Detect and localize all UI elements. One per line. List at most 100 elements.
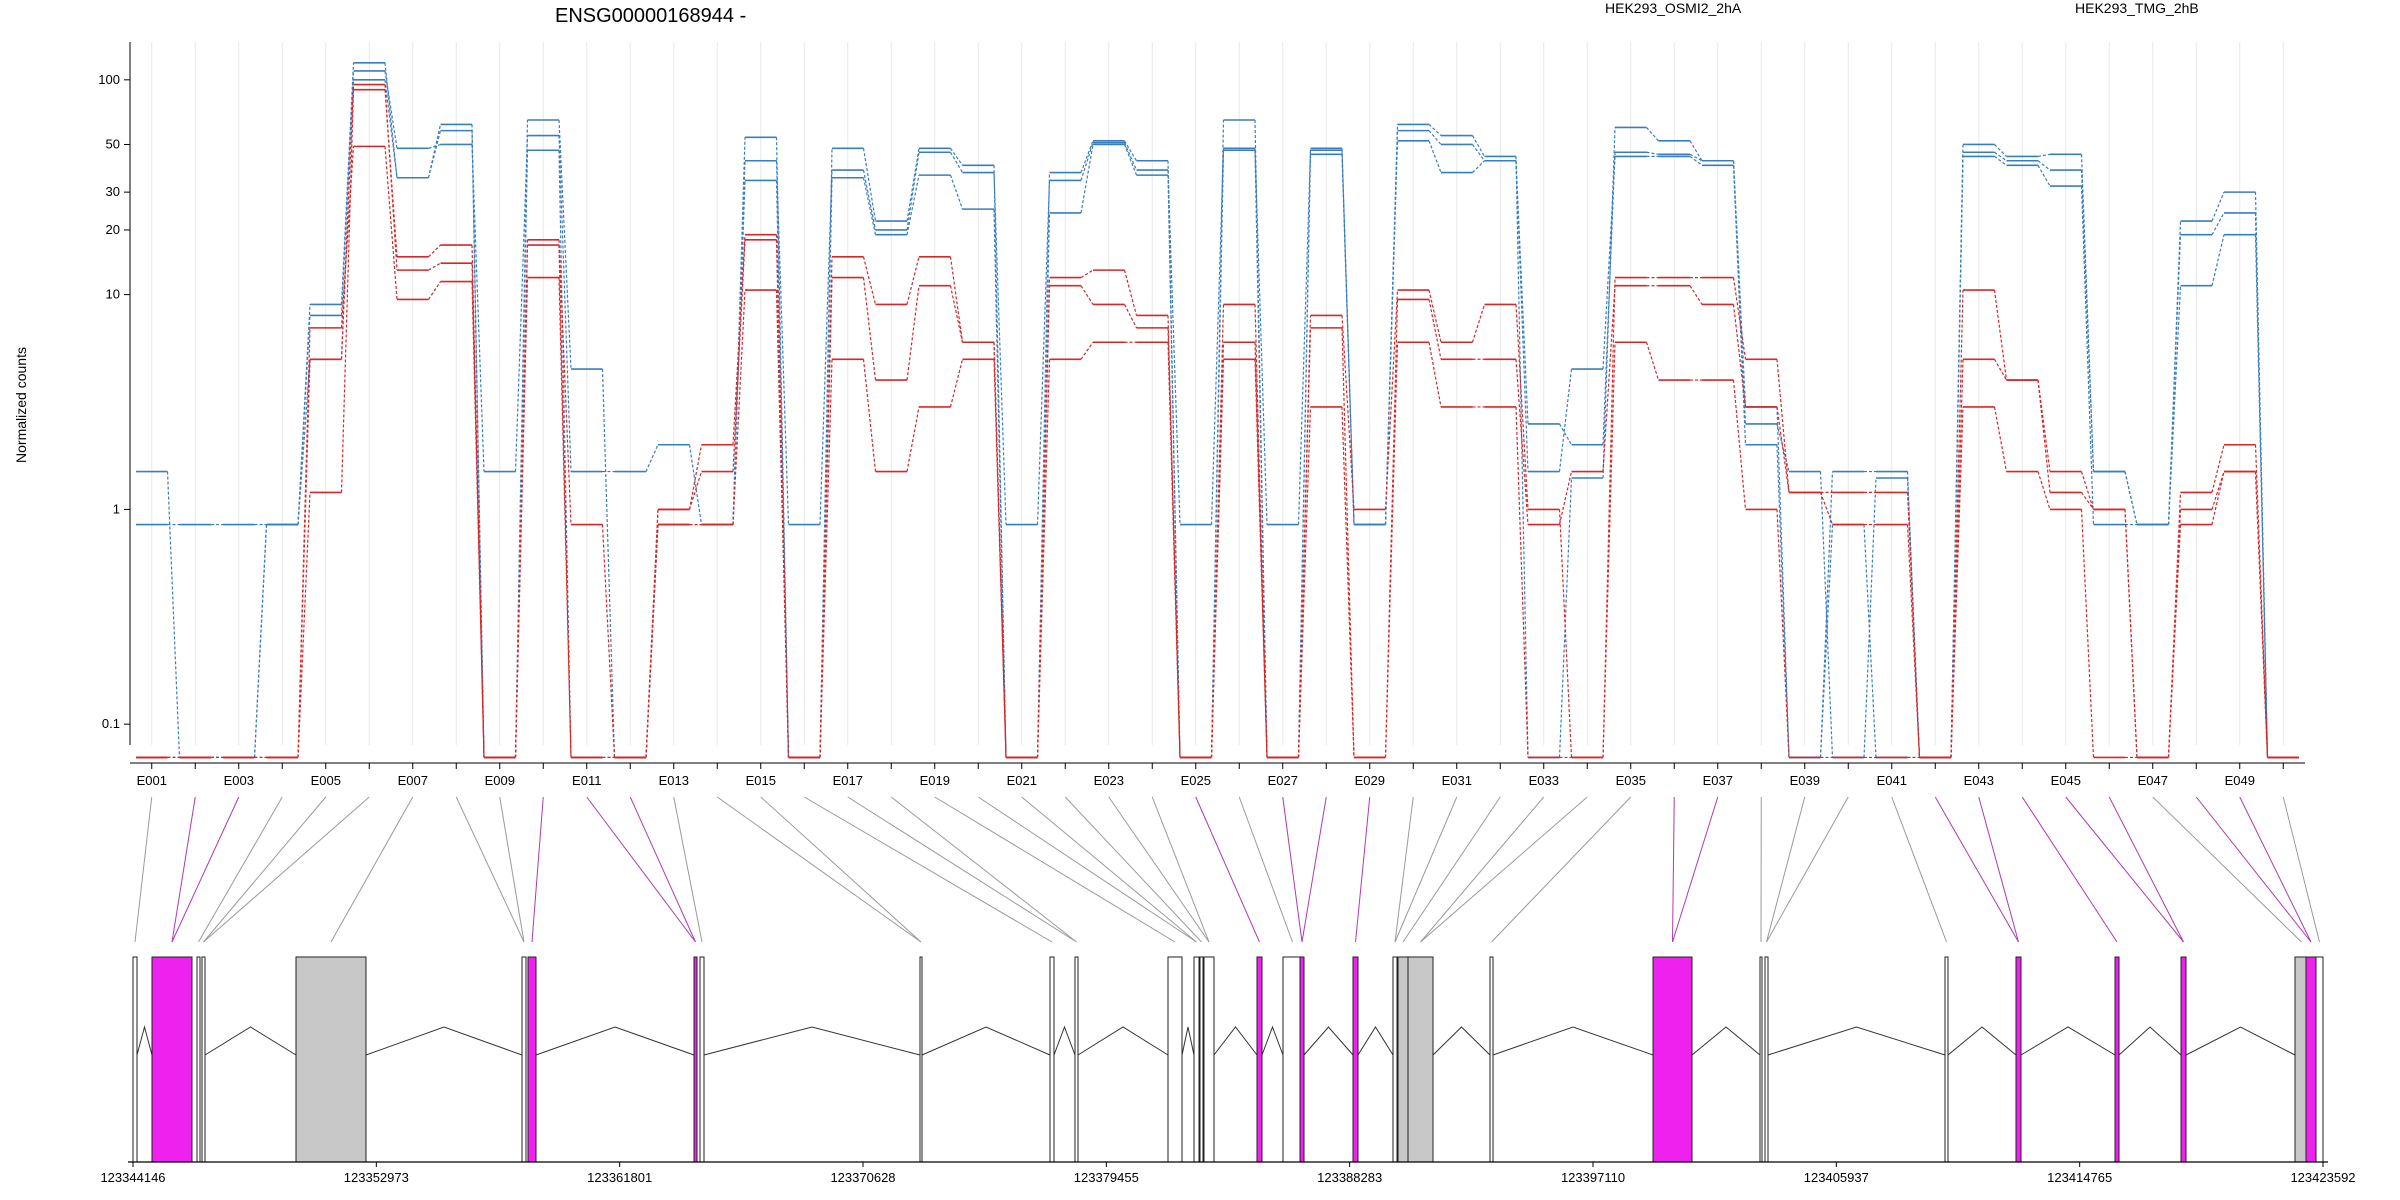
data-connector [2037,164,2051,187]
exon-connector [2152,796,2302,943]
data-connector [1994,155,2007,166]
y-tick-label: 30 [106,184,120,199]
intron-line [2185,1026,2296,1056]
x-tick-label: E043 [1964,773,1994,788]
genome-tick-label: 123344146 [100,1170,165,1185]
intron-line [1213,1026,1258,1056]
data-connector [297,492,311,758]
data-connector [1515,160,1529,424]
data-connector [1123,142,1138,171]
x-tick-label: E013 [659,773,689,788]
data-connector [340,70,355,316]
intron-line [365,1026,523,1056]
exon-box [1652,956,1693,1163]
data-connector [1080,140,1094,173]
data-connector [1689,140,1703,162]
exon-box [196,956,201,1163]
intron-line [2020,1026,2116,1056]
exon-connector [934,796,1176,943]
data-connector [2080,186,2095,525]
series-HEK293_OSMI2_2hA [136,88,2299,759]
data-connector [428,143,441,149]
data-connector [1558,369,1573,472]
data-connector [2037,160,2051,171]
exon-connector [1672,796,1719,943]
data-connector [906,175,920,235]
y-tick-label: 50 [106,136,120,151]
genome-axis-ticks: 123344146 123352973 123361801 123370628 1233… [100,1162,2356,1185]
x-tick-label: E029 [1355,773,1385,788]
data-connector [2211,471,2225,510]
y-axis-ticks: 0.1 1 10 20 30 50 100 [98,72,130,731]
exon-connector [1420,796,1588,943]
exon-connector [203,796,370,943]
data-connector [1254,148,1268,525]
data-connector [1515,406,1529,758]
data-connector [1689,285,1703,305]
data-connector [819,170,833,525]
data-connector [1384,299,1399,758]
exon-connector [2282,796,2320,943]
intron-line [1691,1026,1761,1056]
x-tick-label: E037 [1703,773,1733,788]
data-connector [1863,477,1877,758]
intron-line [1077,1026,1169,1056]
data-connector [1472,144,1485,162]
data-connector [1080,285,1094,305]
data-connector [688,444,703,510]
x-tick-label: E047 [2138,773,2168,788]
data-connector [1297,150,1312,525]
data-connector [384,84,398,271]
data-connector [2211,212,2225,236]
series-HEK293_OSMI2_2hA [136,145,2299,759]
grid-lines [151,42,2284,745]
data-connector [1732,304,1747,407]
data-connector [1428,140,1442,173]
exon-connector [2065,796,2184,943]
exon-connector-lines [134,796,2320,943]
exon-box [1407,956,1434,1163]
intron-line [1357,1026,1394,1056]
data-connector [471,281,485,758]
data-connector [1341,150,1355,525]
y-tick-label: 10 [106,287,120,302]
data-connector [1036,359,1051,758]
data-connector [906,152,920,231]
data-connector [950,147,963,166]
x-tick-label: E027 [1268,773,1298,788]
data-connector [384,146,398,300]
exon-box [1397,956,1409,1163]
data-connector [2080,471,2095,510]
exon-connector [629,796,696,943]
x-tick-label: E007 [398,773,428,788]
intron-line [1492,1026,1654,1056]
exon-box [1193,956,1200,1163]
data-connector [1123,269,1138,316]
data-connector [601,524,616,758]
data-connector [2080,170,2095,472]
exon-box [1764,956,1769,1163]
x-tick-label: E011 [572,773,601,788]
data-connector [688,471,703,510]
exon-connector [134,796,153,943]
data-connector [1689,155,1703,166]
data-connector [1515,359,1529,525]
x-tick-label: E025 [1181,773,1211,788]
exon-box [2305,956,2317,1163]
data-connector [2167,285,2182,525]
data-connector [732,239,746,472]
data-connector [2211,471,2225,525]
data-connector [1341,315,1355,510]
data-connector [2037,380,2051,493]
data-connector [2037,380,2051,472]
series-lines [136,62,2299,759]
exon-connector [1394,796,1458,943]
x-tick-label: E041 [1877,773,1907,788]
data-connector [1906,492,1921,758]
exon-connector [1978,796,2019,943]
exon-box [1167,956,1183,1163]
data-connector [906,285,920,381]
genome-tick-label: 123361801 [587,1170,652,1185]
exon-connector [198,796,283,943]
